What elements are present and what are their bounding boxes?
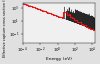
X-axis label: Energy (eV): Energy (eV) [46,57,72,61]
Y-axis label: Effective capture cross section (barn): Effective capture cross section (barn) [4,0,8,57]
